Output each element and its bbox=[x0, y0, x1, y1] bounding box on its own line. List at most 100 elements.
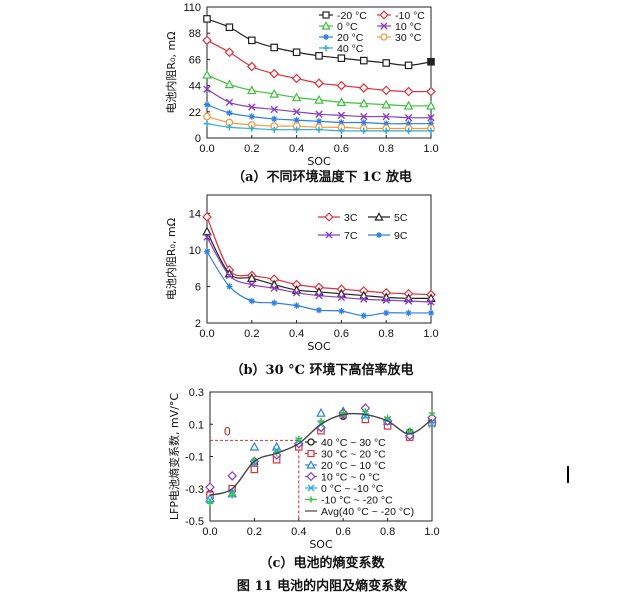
data-point bbox=[229, 492, 236, 499]
x-tick-label: 0.0 bbox=[199, 143, 214, 155]
data-point bbox=[315, 52, 323, 60]
data-point bbox=[293, 116, 300, 124]
data-point bbox=[404, 114, 413, 122]
legend-label: 3C bbox=[344, 212, 358, 224]
data-point bbox=[382, 112, 390, 121]
y-axis-label: 电池内阻R₀, mΩ bbox=[164, 218, 178, 300]
data-point bbox=[314, 78, 324, 89]
legend-marker bbox=[380, 33, 388, 41]
data-point bbox=[295, 435, 302, 442]
data-point bbox=[202, 212, 212, 222]
data-point bbox=[203, 233, 211, 241]
data-point bbox=[224, 47, 235, 58]
legend-label: -20 °C bbox=[337, 10, 367, 22]
legend-label: 10 °C ~ 0 °C bbox=[321, 472, 380, 484]
plot-frame bbox=[206, 194, 432, 324]
data-point bbox=[360, 295, 368, 303]
data-point bbox=[206, 500, 214, 507]
y-tick-label: 14 bbox=[189, 208, 201, 220]
data-point bbox=[246, 273, 257, 282]
data-point bbox=[249, 441, 260, 451]
data-point bbox=[315, 291, 323, 300]
data-point bbox=[270, 105, 278, 114]
data-point bbox=[427, 309, 435, 317]
data-point bbox=[358, 98, 369, 108]
y-axis-label: 电池内阻R₀, mΩ bbox=[164, 31, 178, 113]
legend-label: -10 °C bbox=[395, 10, 425, 22]
legend-marker bbox=[376, 232, 382, 238]
data-point bbox=[404, 61, 413, 70]
data-point bbox=[405, 309, 412, 317]
data-point bbox=[337, 54, 346, 63]
data-point bbox=[246, 85, 257, 95]
legend-label: 7C bbox=[344, 230, 358, 242]
caption-a: （a）不同环境温度下 1C 放电 bbox=[232, 169, 412, 185]
y-tick-label: 0 bbox=[195, 133, 201, 145]
data-point bbox=[403, 100, 414, 110]
y-tick-label: 0.3 bbox=[189, 387, 204, 399]
data-point bbox=[426, 86, 436, 97]
figure-caption: 图 11 电池的内阻及熵变系数 bbox=[237, 578, 408, 594]
data-point bbox=[360, 119, 367, 126]
data-point bbox=[404, 297, 413, 305]
legend-marker bbox=[321, 21, 331, 30]
legend-label: 40 °C bbox=[337, 43, 364, 55]
data-point bbox=[248, 297, 255, 305]
data-point bbox=[248, 280, 256, 289]
legend-marker bbox=[325, 231, 333, 239]
data-point bbox=[337, 111, 346, 120]
data-point bbox=[426, 100, 436, 110]
data-point bbox=[360, 56, 368, 65]
x-tick-label: 0.4 bbox=[289, 328, 304, 340]
data-point bbox=[427, 57, 435, 66]
data-point bbox=[293, 302, 300, 309]
x-tick-label: 0.8 bbox=[379, 143, 394, 155]
data-point bbox=[383, 120, 390, 127]
legend-label: Avg(40 °C ~ -20 °C) bbox=[321, 506, 414, 518]
legend-label: 20 °C bbox=[337, 32, 364, 44]
data-point bbox=[203, 120, 211, 127]
data-point bbox=[206, 496, 214, 504]
data-point bbox=[427, 298, 435, 306]
data-point bbox=[250, 465, 259, 474]
legend-marker bbox=[308, 496, 314, 503]
data-point bbox=[227, 471, 238, 481]
x-tick-label: 0.6 bbox=[334, 143, 349, 155]
series-line bbox=[209, 412, 433, 496]
data-point bbox=[292, 48, 301, 57]
data-point bbox=[203, 248, 211, 255]
data-point bbox=[250, 459, 259, 467]
legend-label: 9C bbox=[394, 230, 408, 242]
legend-marker bbox=[307, 484, 315, 492]
legend-marker bbox=[374, 212, 384, 221]
data-point bbox=[383, 127, 390, 135]
y-tick-label: 88 bbox=[189, 28, 201, 40]
data-point bbox=[248, 36, 256, 45]
data-point bbox=[291, 73, 302, 84]
data-point bbox=[362, 408, 369, 415]
data-point bbox=[226, 124, 233, 131]
y-tick-label: -0.3 bbox=[185, 484, 204, 496]
y-tick-label: 0.1 bbox=[189, 419, 204, 431]
legend-marker bbox=[324, 212, 334, 222]
data-point bbox=[406, 427, 413, 434]
data-point bbox=[226, 283, 233, 290]
data-point bbox=[338, 307, 345, 315]
x-tick-label: 1.0 bbox=[424, 526, 439, 538]
legend-marker bbox=[306, 460, 316, 469]
data-point bbox=[224, 79, 235, 89]
data-point bbox=[428, 409, 436, 417]
data-point bbox=[427, 127, 435, 135]
data-point bbox=[427, 120, 435, 127]
data-point bbox=[248, 103, 256, 111]
data-point bbox=[360, 112, 368, 121]
y-tick-label: 10 bbox=[189, 245, 201, 257]
data-point bbox=[315, 307, 323, 314]
legend-label: 30 °C ~ 20 °C bbox=[321, 449, 386, 461]
x-tick-label: 0.2 bbox=[244, 328, 259, 340]
legend-marker bbox=[307, 449, 315, 458]
data-point bbox=[226, 109, 233, 117]
x-axis-label: SOC bbox=[309, 538, 333, 551]
data-point bbox=[384, 414, 391, 421]
